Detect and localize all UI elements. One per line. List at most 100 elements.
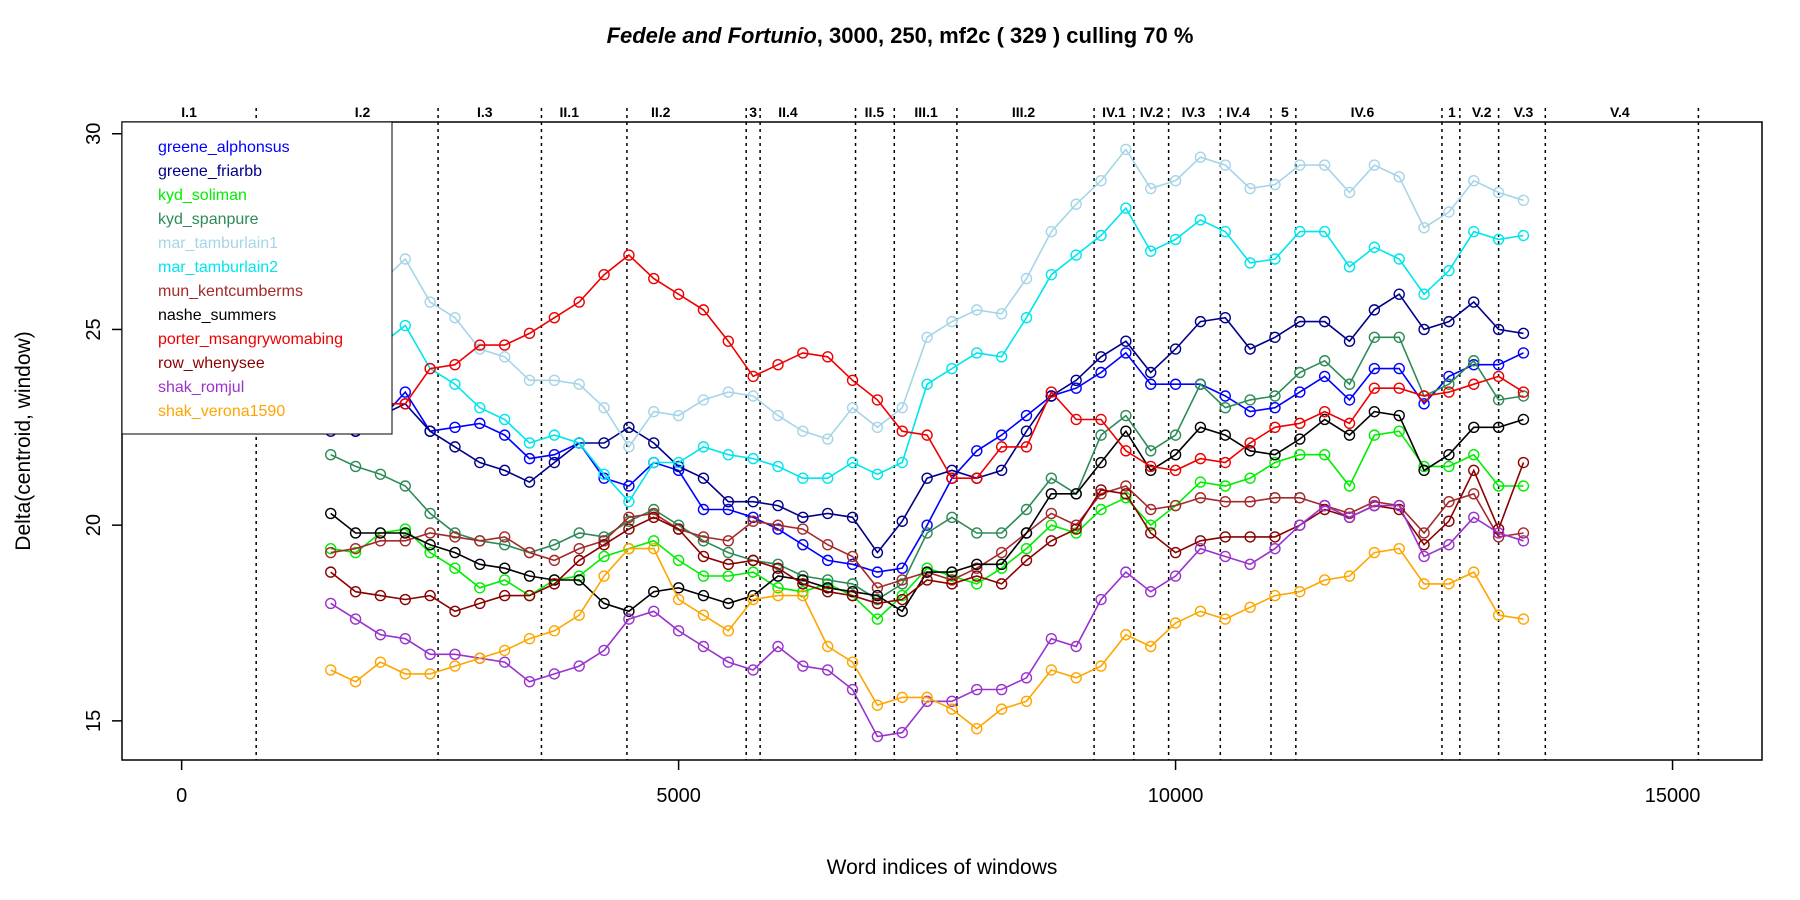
data-point <box>1343 261 1356 273</box>
data-point <box>424 539 436 551</box>
data-point <box>1343 394 1356 406</box>
data-point <box>1020 312 1033 324</box>
data-point <box>896 691 908 704</box>
data-point <box>623 523 635 535</box>
data-point <box>349 542 362 555</box>
data-point <box>921 429 933 441</box>
data-point <box>1169 233 1182 246</box>
series-line <box>330 254 1524 480</box>
data-point <box>1095 351 1107 363</box>
data-point <box>449 648 461 661</box>
scene-boundaries <box>255 108 1700 760</box>
data-point <box>1294 492 1306 504</box>
data-point <box>1194 214 1207 226</box>
data-point <box>1368 304 1381 316</box>
data-point <box>871 613 884 625</box>
data-point <box>1095 366 1107 379</box>
data-point <box>1120 488 1132 500</box>
data-point <box>523 437 536 449</box>
data-point <box>1492 186 1505 199</box>
data-point <box>1194 452 1207 465</box>
data-point <box>548 374 561 387</box>
data-point <box>1492 233 1505 246</box>
data-point <box>648 511 660 524</box>
data-point <box>1219 495 1231 508</box>
data-point <box>325 664 337 676</box>
plot-frame <box>121 121 1763 761</box>
data-point <box>995 578 1008 590</box>
data-point <box>971 445 983 457</box>
data-point <box>747 515 759 527</box>
data-point <box>1244 445 1256 457</box>
data-point <box>1294 433 1306 445</box>
data-point <box>921 519 933 531</box>
data-point <box>846 511 859 524</box>
scene-labels: I.1 I.2 I.3 II.1 II.2 3 II.4 II.5 III.1 III.2 IV.1… <box>181 104 1630 120</box>
data-point <box>1443 515 1455 527</box>
data-point <box>1517 413 1530 426</box>
data-point <box>474 456 486 469</box>
data-point <box>995 441 1008 453</box>
data-point <box>573 609 585 621</box>
data-point <box>1070 198 1082 210</box>
data-point <box>598 597 610 610</box>
data-point <box>946 570 958 582</box>
data-point <box>399 398 411 410</box>
data-point <box>1443 578 1455 590</box>
series-line <box>330 351 1524 573</box>
series-line <box>330 293 1524 554</box>
data-point <box>1492 609 1505 621</box>
data-point <box>498 589 511 602</box>
data-point <box>772 409 784 422</box>
data-point <box>1269 589 1281 602</box>
data-point <box>946 566 958 578</box>
series-greene_friarbb <box>325 288 1530 559</box>
legend-entry: row_whenysee <box>158 355 265 372</box>
data-point <box>1020 409 1033 422</box>
data-point <box>449 660 461 672</box>
data-point <box>821 539 834 551</box>
data-point <box>498 539 511 551</box>
data-point <box>1468 225 1480 238</box>
data-point <box>697 472 710 484</box>
data-point <box>1020 527 1033 539</box>
data-point <box>1517 535 1530 547</box>
data-point <box>1070 640 1082 653</box>
data-point <box>648 405 660 418</box>
legend-entry: kyd_soliman <box>158 187 247 204</box>
data-point <box>1393 542 1405 555</box>
y-axis-label: Delta(centroid, window) <box>12 331 35 550</box>
data-point <box>1169 617 1182 629</box>
data-point <box>1468 355 1480 367</box>
data-point <box>1244 437 1256 449</box>
data-point <box>1244 558 1256 570</box>
scene-label: II.1 <box>560 104 580 120</box>
series-group <box>325 143 1530 743</box>
data-point <box>623 605 635 617</box>
data-point <box>797 425 809 437</box>
data-point <box>623 441 635 453</box>
chart-title: Fedele and Fortunio, 3000, 250, mf2c ( 3… <box>607 23 1194 48</box>
data-point <box>523 452 536 465</box>
data-point <box>1318 370 1331 383</box>
data-point <box>449 562 461 574</box>
data-point <box>797 472 809 484</box>
series-mar_tamburlain2 <box>325 202 1530 508</box>
data-point <box>1095 660 1107 672</box>
data-point <box>871 589 884 602</box>
series-line <box>330 462 1525 613</box>
data-point <box>598 437 610 449</box>
scene-label: V.2 <box>1472 104 1492 120</box>
data-point <box>821 582 834 594</box>
data-point <box>896 593 908 606</box>
data-point <box>1045 664 1058 676</box>
data-point <box>399 523 411 535</box>
data-point <box>697 550 710 563</box>
chart-title-rest: , 3000, 250, mf2c ( 329 ) culling 70 % <box>817 23 1194 48</box>
data-point <box>821 578 834 590</box>
data-point <box>672 523 685 535</box>
data-point <box>772 589 784 602</box>
data-point <box>424 589 436 602</box>
data-point <box>1120 347 1132 359</box>
